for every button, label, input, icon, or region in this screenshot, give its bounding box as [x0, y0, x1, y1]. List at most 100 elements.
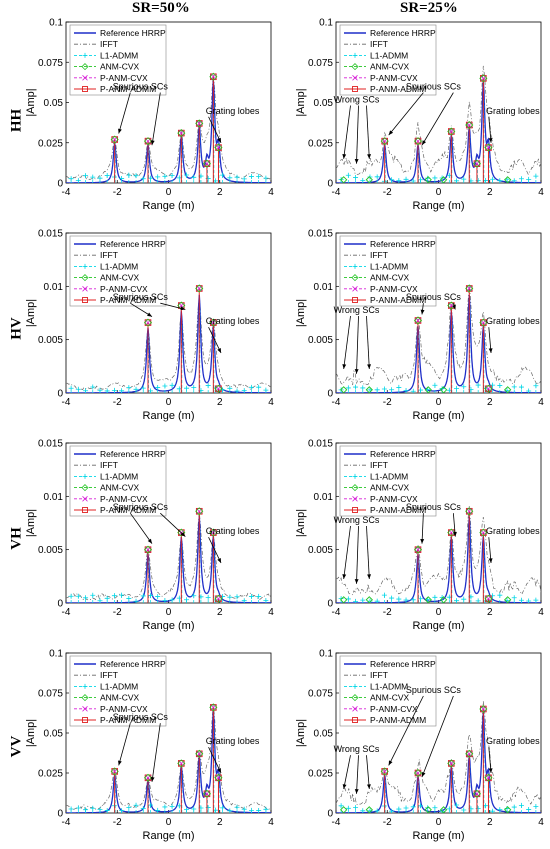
l1-admm-marker: [119, 592, 125, 598]
legend-entry: Reference HRRP: [100, 449, 166, 459]
legend-entry: P-ANM-ADMM: [100, 295, 156, 305]
l1-admm-marker: [403, 805, 409, 811]
l1-admm-marker: [345, 385, 351, 391]
legend-marker: [82, 717, 88, 723]
anm-cvx-marker: [365, 386, 373, 393]
l1-admm-marker: [184, 172, 190, 178]
l1-admm-marker: [234, 804, 240, 810]
annotation-grating-lobes: Grating lobes: [206, 736, 260, 746]
legend-marker: [82, 263, 88, 269]
anm-cvx-marker: [209, 72, 218, 81]
l1-admm-marker: [256, 807, 262, 813]
l1-admm-marker: [155, 174, 161, 180]
y-tick-label: 0.025: [308, 138, 333, 149]
l1-admm-marker: [511, 804, 517, 810]
annotation-arrowhead: [180, 532, 186, 537]
l1-admm-marker: [133, 802, 139, 808]
x-tick-label: -4: [332, 397, 341, 408]
annotation-arrowhead: [217, 348, 222, 353]
l1-admm-marker: [90, 384, 96, 390]
x-tick-label: 0: [436, 817, 442, 828]
legend-marker: [82, 706, 88, 712]
annotation-arrow: [343, 755, 351, 790]
column-title-sr25: SR=25%: [400, 0, 458, 16]
p-anm-admm-marker: [465, 507, 473, 515]
l1-admm-marker: [227, 385, 233, 391]
annotations: Spurious SCs Grating lobes Wrong SCs: [334, 502, 540, 584]
anm-cvx-marker: [202, 789, 212, 798]
l1-admm-marker: [126, 385, 132, 391]
legend-entry: P-ANM-CVX: [370, 73, 418, 83]
y-tick-label: 0.05: [44, 729, 64, 740]
legend-entry: Reference HRRP: [370, 659, 436, 669]
x-axis-label: Range (m): [143, 410, 195, 422]
l1-admm-marker: [220, 805, 226, 811]
anm-cvx-marker: [484, 384, 493, 393]
anm-cvx-marker: [439, 176, 448, 183]
anm-cvx-marker: [465, 120, 474, 130]
annotation-spurious-scs: Spurious SCs: [113, 712, 169, 722]
l1-admm-marker: [497, 383, 503, 389]
legend-box: [339, 445, 437, 517]
l1-admm-marker: [518, 384, 524, 390]
panel-hh-sr25: -4 -2 0 2 4 0 0.025 0.05 0.075 0.1 Range (m) |Amp| R…: [295, 18, 544, 213]
anm-cvx-marker: [177, 759, 186, 768]
l1-admm-marker: [389, 177, 395, 183]
y-axis-label: |Amp|: [295, 509, 307, 537]
annotations: Spurious SCs Grating lobes Wrong SCs: [334, 685, 540, 794]
l1-admm-marker: [169, 803, 175, 809]
p-anm-admm-marker: [485, 144, 492, 151]
x-axis-label: Range (m): [413, 830, 465, 842]
anm-cvx-marker: [484, 594, 493, 603]
annotation-arrowhead: [488, 768, 493, 773]
l1-admm-marker: [248, 174, 254, 180]
legend-marker: [81, 274, 89, 282]
legend-entry: ANM-CVX: [370, 273, 410, 283]
anm-cvx-marker: [143, 773, 153, 782]
l1-admm-marker: [410, 804, 416, 810]
series-ifft: [336, 65, 541, 176]
legend-box: [69, 445, 167, 517]
anm-cvx-marker: [424, 806, 432, 813]
l1-admm-marker: [162, 597, 168, 603]
legend-entry: P-ANM-ADMM: [100, 715, 156, 725]
l1-admm-marker: [83, 173, 89, 179]
l1-admm-marker: [256, 384, 262, 390]
y-axis-label: |Amp|: [295, 299, 307, 327]
annotation-arrowhead: [217, 558, 222, 563]
l1-admm-marker: [497, 178, 503, 183]
annotation-arrowhead: [217, 137, 222, 143]
anm-cvx-marker: [214, 384, 223, 393]
legend-marker: [82, 297, 88, 303]
anm-cvx-marker: [202, 159, 212, 168]
l1-admm-marker: [396, 596, 402, 602]
l1-admm-marker: [526, 388, 532, 393]
legend-entry: ANM-CVX: [100, 62, 140, 72]
anm-cvx-marker: [195, 507, 204, 516]
p-anm-admm-marker: [215, 595, 222, 603]
annotations: Spurious SCs Grating lobes Wrong SCs: [334, 82, 540, 164]
p-anm-admm-marker: [414, 769, 422, 777]
legend-marker: [82, 683, 88, 689]
l1-admm-marker: [381, 386, 387, 392]
annotation-spurious-scs: Spurious SCs: [406, 502, 462, 512]
l1-admm-marker: [345, 805, 351, 811]
y-tick-label: 0.015: [308, 439, 333, 450]
p-anm-admm-marker: [480, 529, 487, 536]
anm-cvx-marker: [465, 284, 474, 293]
legend-entry: P-ANM-CVX: [100, 494, 148, 504]
y-tick-label: 0.05: [314, 98, 334, 109]
legend-entry: ANM-CVX: [370, 483, 410, 493]
annotation-spurious-scs: Spurious SCs: [406, 685, 462, 695]
anm-cvx-marker: [447, 528, 456, 537]
l1-admm-marker: [518, 597, 524, 603]
l1-admm-marker: [263, 175, 269, 181]
legend-box: [339, 235, 437, 307]
x-tick-label: 4: [268, 607, 274, 618]
l1-admm-marker: [432, 805, 438, 811]
p-anm-admm-marker: [178, 760, 185, 767]
annotation-grating-lobes: Grating lobes: [486, 526, 540, 536]
l1-admm-marker: [119, 388, 125, 393]
p-anm-admm-marker: [480, 705, 487, 713]
y-tick-label: 0.025: [38, 769, 63, 780]
